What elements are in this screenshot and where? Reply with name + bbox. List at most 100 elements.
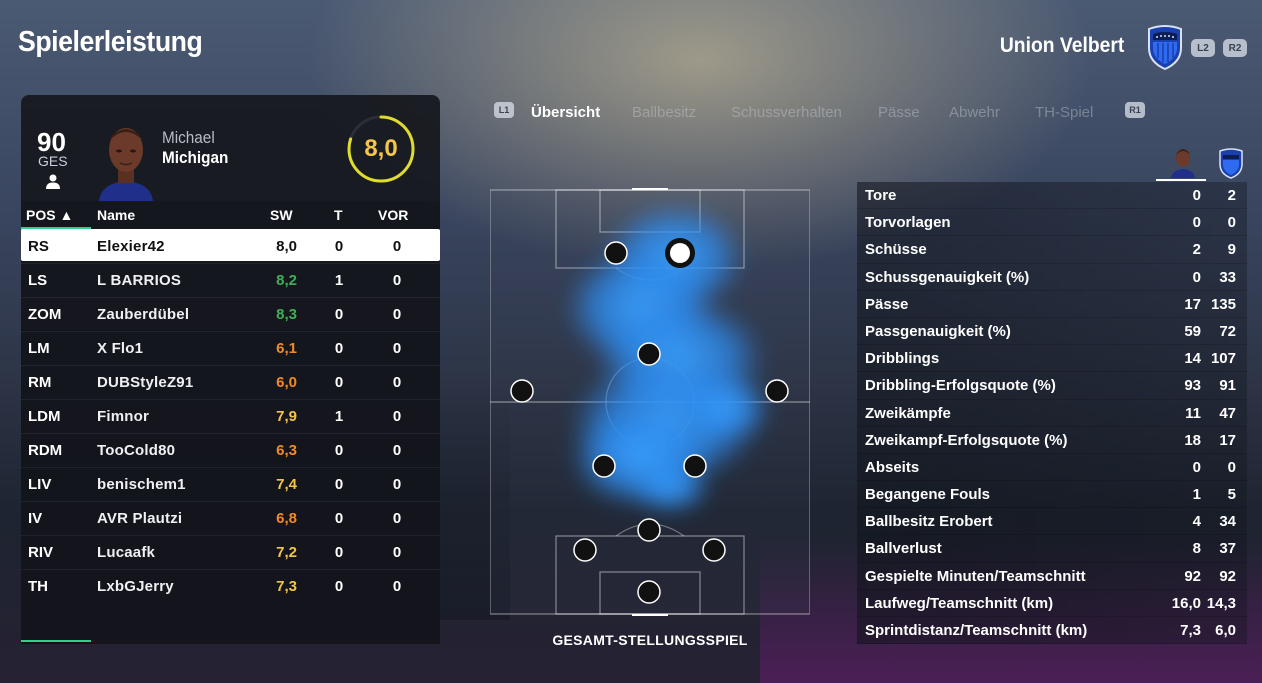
stat-label: Zweikämpfe: [865, 404, 951, 422]
stat-team-value: 72: [1219, 322, 1236, 340]
player-position: ZOM: [28, 306, 62, 323]
stat-team-value: 33: [1219, 268, 1236, 286]
player-assists: 0: [392, 476, 402, 493]
player-row[interactable]: LDM Fimnor 7,9 1 0: [21, 399, 440, 431]
stat-player-value: 0: [1192, 214, 1201, 232]
stat-team-value: 5: [1227, 486, 1236, 504]
stat-row: Ballbesitz Erobert 4 34: [857, 508, 1247, 536]
player-assists: 0: [392, 442, 402, 459]
background-floodlight: [440, 380, 510, 620]
l2-button[interactable]: L2: [1191, 39, 1215, 57]
tab-abwehr[interactable]: Abwehr: [949, 104, 1000, 121]
stat-team-value: 9: [1227, 241, 1236, 259]
r1-button[interactable]: R1: [1125, 102, 1145, 118]
r2-button[interactable]: R2: [1223, 39, 1247, 57]
goals-column-header[interactable]: T: [334, 207, 343, 223]
stat-label: Passgenauigkeit (%): [865, 322, 1011, 340]
player-assists: 0: [392, 272, 402, 289]
team-crest-small-icon: [1219, 148, 1243, 179]
stat-row: Laufweg/Teamschnitt (km) 16,0 14,3: [857, 589, 1247, 617]
player-list: POS ▲ Name SW T VOR RS Elexier42 8,0 0 0 LS L …: [21, 201, 440, 644]
player-rating: 6,0: [276, 374, 297, 391]
player-row[interactable]: LS L BARRIOS 8,2 1 0: [21, 263, 440, 295]
player-assists: 0: [392, 374, 402, 391]
stat-label: Zweikampf-Erfolgsquote (%): [865, 431, 1068, 449]
player-position: RM: [28, 374, 52, 391]
player-rating: 8,0: [276, 238, 297, 255]
stat-label: Tore: [865, 187, 897, 204]
player-row[interactable]: TH LxbGJerry 7,3 0 0: [21, 569, 440, 601]
scroll-indicator: [21, 640, 91, 642]
tab-th-spiel[interactable]: TH-Spiel: [1035, 104, 1094, 121]
player-goals: 0: [334, 578, 344, 595]
stat-player-value: 1: [1192, 486, 1201, 504]
stat-player-value: 8: [1192, 540, 1201, 558]
stat-team-value: 14,3: [1206, 594, 1236, 612]
player-row[interactable]: IV AVR Plautzi 6,8 0 0: [21, 501, 440, 533]
player-position: RIV: [28, 544, 54, 561]
player-position: IV: [28, 510, 43, 527]
stat-team-value: 37: [1219, 540, 1236, 558]
pos-column-header[interactable]: POS ▲: [26, 207, 74, 223]
stat-label: Dribbling-Erfolgsquote (%): [865, 377, 1056, 395]
stat-player-value: 0: [1192, 187, 1201, 204]
assists-column-header[interactable]: VOR: [378, 207, 409, 223]
tab-uebersicht[interactable]: Übersicht: [531, 104, 601, 121]
player-name: DUBStyleZ91: [97, 374, 194, 391]
stat-row: Schussgenauigkeit (%) 0 33: [857, 263, 1247, 291]
player-goals: 0: [334, 544, 344, 561]
player-row[interactable]: ZOM Zauberdübel 8,3 0 0: [21, 297, 440, 329]
stat-label: Schüsse: [865, 241, 927, 259]
team-crest-icon: [1148, 25, 1182, 70]
player-goals: 0: [334, 442, 344, 459]
stat-player-value: 7,3: [1180, 622, 1201, 639]
rating-column-header[interactable]: SW: [270, 207, 293, 223]
player-row[interactable]: RM DUBStyleZ91 6,0 0 0: [21, 365, 440, 397]
player-name: Elexier42: [97, 238, 165, 255]
page-title: Spielerleistung: [18, 26, 203, 58]
formation-dots: [510, 238, 789, 604]
stat-label: Schussgenauigkeit (%): [865, 268, 1030, 286]
stat-label: Torvorlagen: [865, 214, 951, 232]
stat-team-value: 2: [1227, 187, 1236, 204]
stat-player-value: 17: [1184, 295, 1201, 313]
stat-player-value: 18: [1184, 431, 1201, 449]
player-name: Fimnor: [97, 408, 150, 425]
stat-row: Dribbling-Erfolgsquote (%) 93 91: [857, 372, 1247, 400]
stat-row: Tore 0 2: [857, 182, 1247, 210]
stat-team-value: 47: [1219, 404, 1236, 422]
stat-player-value: 59: [1184, 322, 1201, 340]
tab-paesse[interactable]: Pässe: [878, 104, 920, 121]
player-assists: 0: [392, 544, 402, 561]
stat-row: Zweikämpfe 11 47: [857, 399, 1247, 427]
stat-label: Pässe: [865, 295, 909, 313]
stat-label: Dribblings: [865, 350, 940, 368]
player-goals: 0: [334, 374, 344, 391]
player-name: Lucaafk: [97, 544, 156, 561]
stat-team-value: 92: [1219, 567, 1236, 585]
player-name: benischem1: [97, 476, 186, 493]
player-row[interactable]: RIV Lucaafk 7,2 0 0: [21, 535, 440, 567]
tab-schussverhalten[interactable]: Schussverhalten: [731, 104, 842, 121]
player-position: LM: [28, 340, 50, 357]
player-row[interactable]: LM X Flo1 6,1 0 0: [21, 331, 440, 363]
player-row[interactable]: RDM TooCold80 6,3 0 0: [21, 433, 440, 465]
player-assists: 0: [392, 306, 402, 323]
l1-button[interactable]: L1: [494, 102, 514, 118]
tab-ballbesitz[interactable]: Ballbesitz: [632, 104, 697, 121]
team-name: Union Velbert: [999, 34, 1124, 57]
player-portrait: [99, 128, 153, 201]
player-assists: 0: [392, 510, 402, 527]
player-rating: 7,4: [276, 476, 297, 493]
player-list-header: POS ▲ Name SW T VOR: [21, 201, 440, 229]
stat-row: Gespielte Minuten/Teamschnitt 92 92: [857, 562, 1247, 590]
stat-label: Gespielte Minuten/Teamschnitt: [865, 567, 1086, 585]
player-row[interactable]: LIV benischem1 7,4 0 0: [21, 467, 440, 499]
name-column-header[interactable]: Name: [97, 207, 136, 223]
stat-player-value: 4: [1192, 513, 1201, 531]
player-goals: 0: [334, 476, 344, 493]
player-avatar-icon: [1171, 149, 1195, 178]
player-row[interactable]: RS Elexier42 8,0 0 0: [21, 229, 440, 261]
player-position: RDM: [28, 442, 63, 459]
player-last-name: Michigan: [162, 148, 229, 167]
